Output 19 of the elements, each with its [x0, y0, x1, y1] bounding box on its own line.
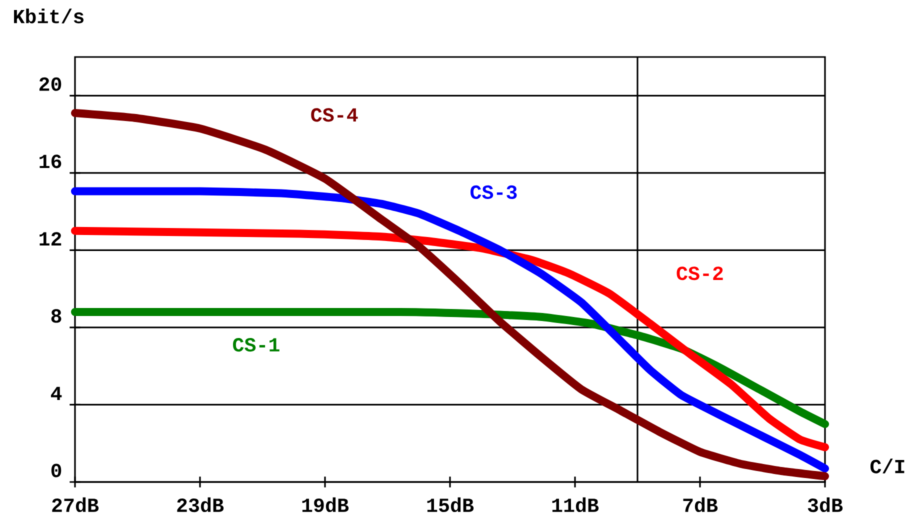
x-tick-label: 19dB	[302, 497, 349, 512]
x-tick-label: 27dB	[52, 497, 99, 512]
x-axis-title: C/I	[870, 458, 904, 474]
y-tick-label: 0	[51, 464, 62, 478]
y-tick-label: 20	[39, 77, 62, 91]
text: CS-2	[676, 266, 723, 280]
x-tick-label: 7dB	[683, 497, 718, 512]
series-label: CS-3	[470, 185, 517, 200]
x-tick-label: 15dB	[427, 497, 474, 512]
x-tick-label: 11dB	[552, 497, 599, 512]
y-axis-title: Kbit/s	[14, 8, 84, 24]
y-tick-label: 16	[40, 154, 62, 168]
x-tick-label: 23dB	[177, 497, 224, 512]
y-tick-label: 4	[50, 386, 62, 400]
text: CS-4	[311, 108, 358, 122]
x-tick-label: 3dB	[808, 497, 843, 512]
y-tick-label: 8	[51, 309, 62, 323]
series-label: CS-1	[233, 338, 280, 352]
y-tick-label: 12	[40, 232, 62, 246]
